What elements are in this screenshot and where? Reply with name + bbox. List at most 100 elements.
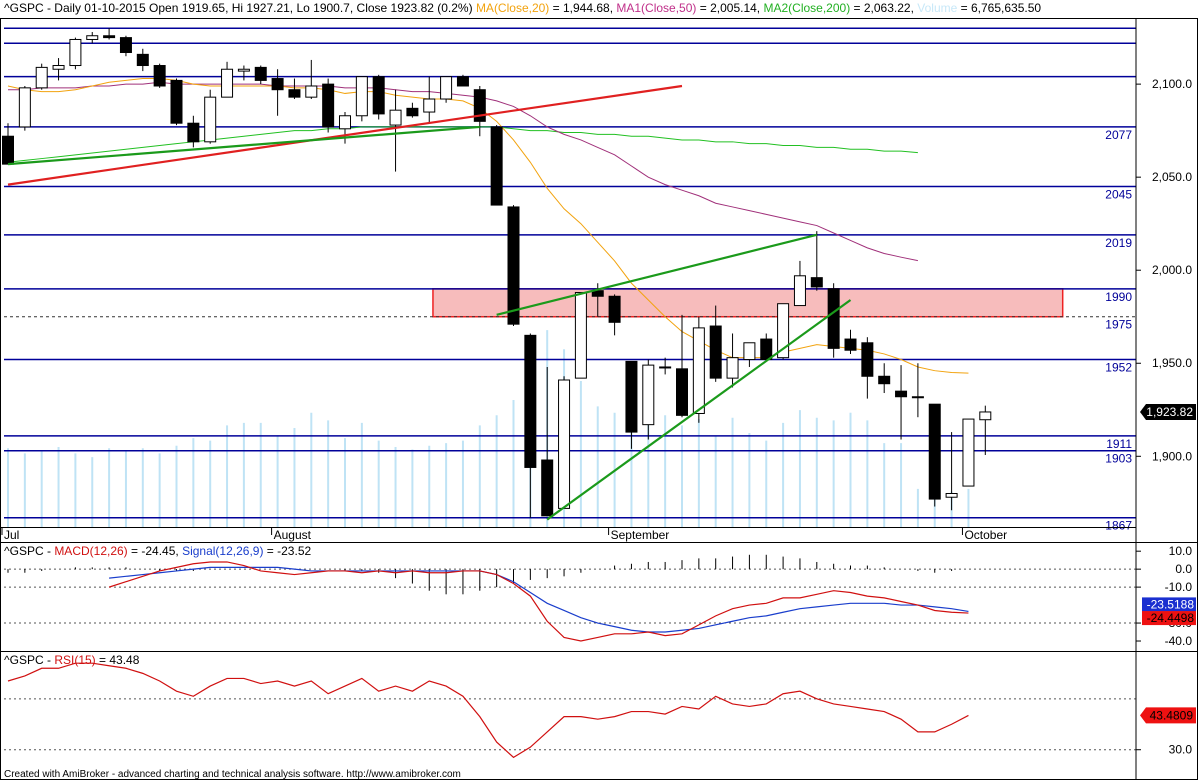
candle-down <box>103 35 116 39</box>
candle-down <box>153 65 166 87</box>
candle-down <box>709 325 722 379</box>
level-label: 1867 <box>1105 519 1132 533</box>
level-label: 1911 <box>1106 437 1132 451</box>
macd-value-label: -24.4498 <box>1147 611 1195 625</box>
signal-value-box <box>1142 597 1196 612</box>
signal-line <box>109 566 969 633</box>
ma200-legend-value: = 2,063.22, <box>853 1 914 15</box>
candle-up <box>221 68 234 98</box>
candle-down <box>541 459 554 517</box>
level-label: 1975 <box>1105 318 1132 332</box>
candle-up <box>355 76 368 117</box>
candle-down <box>473 89 486 122</box>
rsi-pane[interactable]: 30.0 43.4809 <box>4 662 1196 759</box>
candle-down <box>456 76 469 87</box>
candle-down <box>187 122 200 143</box>
candle-up <box>642 364 655 426</box>
candle-up <box>574 292 587 379</box>
rsi-line <box>7 662 969 759</box>
candle-down <box>490 126 503 206</box>
candle-up <box>305 85 318 98</box>
candle-down <box>271 78 284 91</box>
candle-up <box>777 303 790 359</box>
x-tick-label: October <box>964 528 1007 542</box>
candle-up <box>52 65 65 70</box>
candle-up <box>389 109 402 126</box>
rsi-value-label: 43.4809 <box>1150 708 1194 722</box>
green-trendline <box>7 125 480 166</box>
candle-down <box>136 53 149 67</box>
x-tick-label: Jul <box>4 528 19 542</box>
candle-down <box>676 368 688 416</box>
candle-up <box>339 115 351 130</box>
candle-down <box>406 107 419 117</box>
y-tick-label: 0.0 <box>1175 562 1192 576</box>
main-pane-header: ^GSPC - Daily 01-10-2015 Open 1919.65, H… <box>4 1 1041 15</box>
x-tick-label: September <box>611 528 670 542</box>
y-tick-label: -10.0 <box>1165 580 1193 594</box>
candle-down <box>895 390 908 398</box>
signal-legend-label: Signal(12,26,9) <box>182 544 264 558</box>
candle-up <box>659 366 672 369</box>
candle-up <box>204 96 217 143</box>
candle-down <box>322 83 335 128</box>
ma50-legend-value: = 2,005.14, <box>699 1 761 15</box>
ma200-line <box>7 126 918 163</box>
candle-up <box>558 379 571 509</box>
candle-down <box>625 360 638 433</box>
candle-down <box>524 334 537 468</box>
level-label: 1990 <box>1105 290 1132 304</box>
candle-down <box>372 76 385 115</box>
candle-down <box>288 89 301 98</box>
footer-credit: Created with AmiBroker - advanced charti… <box>4 769 461 780</box>
y-tick-label: -40.0 <box>1165 634 1193 648</box>
rsi-value-box <box>1140 707 1196 724</box>
candle-up <box>945 493 958 498</box>
candle-down <box>760 338 773 361</box>
ma20-legend-label: MA(Close,20) <box>475 1 550 15</box>
candle-up <box>726 357 739 379</box>
candle-up <box>911 396 924 399</box>
candle-down <box>844 338 857 351</box>
candle-down <box>170 79 183 124</box>
ma20-line <box>7 78 969 374</box>
signal-legend-value: = -23.52 <box>266 544 312 558</box>
candle-up <box>35 66 48 89</box>
macd-header-prefix: ^GSPC - <box>4 544 55 558</box>
macd-pane[interactable]: 10.00.0-10.0-30.0-40.0-23.5188-24.4498 <box>4 544 1196 648</box>
candle-down <box>810 277 823 288</box>
ma50-legend-label: MA1(Close,50) <box>616 1 697 15</box>
y-tick-label: 1,900.0 <box>1152 449 1192 463</box>
level-label: 1903 <box>1105 452 1132 466</box>
y-tick-label: 2,100.0 <box>1152 77 1192 91</box>
last-close-label: 1,923.82 <box>1146 405 1193 419</box>
candle-down <box>827 288 840 349</box>
candle-down <box>608 295 621 323</box>
macd-legend-label: MACD(12,26) <box>54 544 128 558</box>
last-close-box <box>1140 403 1196 420</box>
candle-up <box>69 38 82 67</box>
macd-value-box <box>1142 611 1196 626</box>
y-tick-label: 2,050.0 <box>1152 170 1192 184</box>
level-label: 2045 <box>1105 187 1132 201</box>
rsi-legend-value: = 43.48 <box>99 653 140 667</box>
candle-up <box>962 418 975 487</box>
candle-up <box>692 327 705 414</box>
candle-up <box>979 411 992 421</box>
volume-legend-label: Volume <box>917 1 958 15</box>
level-label: 1952 <box>1105 361 1132 375</box>
candle-down <box>507 206 520 325</box>
macd-line <box>108 561 969 642</box>
candle-up <box>743 342 756 361</box>
green-trendline <box>546 299 852 521</box>
y-tick-label: 10.0 <box>1169 544 1193 558</box>
y-tick-label: 2,000.0 <box>1152 263 1192 277</box>
candle-down <box>2 135 14 165</box>
candle-up <box>86 35 99 40</box>
macd-legend-value: = -24.45, <box>131 544 179 558</box>
red-trendline <box>7 84 683 186</box>
green-trendline <box>496 233 818 316</box>
resistance-zone <box>432 288 1064 318</box>
